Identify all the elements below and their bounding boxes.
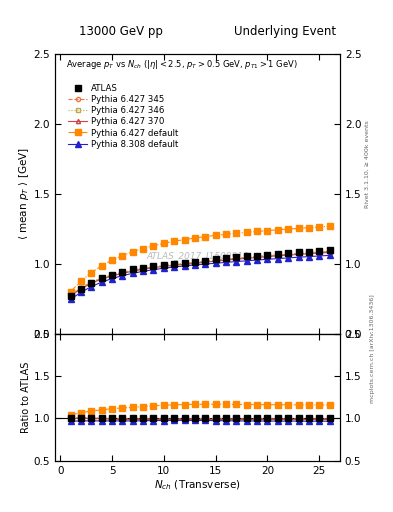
X-axis label: $N_{ch}$ (Transverse): $N_{ch}$ (Transverse) [154,478,241,492]
Text: 13000 GeV pp: 13000 GeV pp [79,26,162,38]
Text: Average $p_T$ vs $N_{ch}$ ($|\eta| < 2.5$, $p_T > 0.5$ GeV, $p_{T1} > 1$ GeV): Average $p_T$ vs $N_{ch}$ ($|\eta| < 2.5… [66,58,298,71]
Text: mcplots.cern.ch [arXiv:1306.3436]: mcplots.cern.ch [arXiv:1306.3436] [370,294,375,402]
Text: ATLAS_2017_I1509919: ATLAS_2017_I1509919 [146,251,249,260]
Text: Rivet 3.1.10, ≥ 400k events: Rivet 3.1.10, ≥ 400k events [365,120,370,208]
Text: Underlying Event: Underlying Event [234,26,336,38]
Y-axis label: Ratio to ATLAS: Ratio to ATLAS [21,361,31,433]
Legend: ATLAS, Pythia 6.427 345, Pythia 6.427 346, Pythia 6.427 370, Pythia 6.427 defaul: ATLAS, Pythia 6.427 345, Pythia 6.427 34… [65,80,182,152]
Y-axis label: $\langle$ mean $p_T$ $\rangle$ [GeV]: $\langle$ mean $p_T$ $\rangle$ [GeV] [17,147,31,240]
